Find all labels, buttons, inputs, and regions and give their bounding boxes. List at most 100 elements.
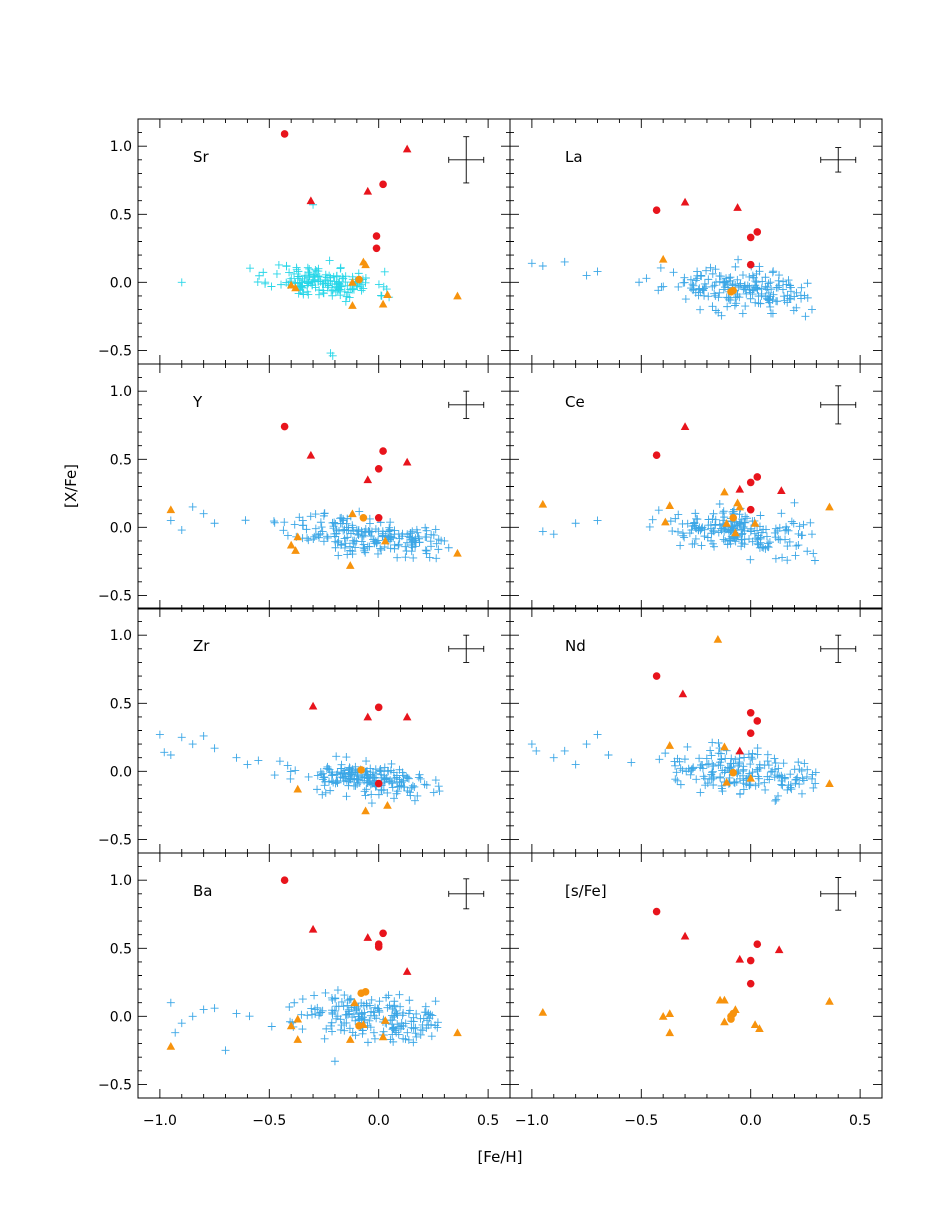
red-circle-marker <box>374 514 383 522</box>
field-star-marker <box>390 997 399 1006</box>
field-star-marker <box>369 535 378 544</box>
field-star-marker <box>691 534 700 543</box>
field-star-marker <box>435 787 444 796</box>
field-star-marker <box>336 764 345 773</box>
field-star-marker <box>388 1005 397 1013</box>
orange-triangle-marker <box>345 561 355 569</box>
field-star-marker <box>320 773 329 782</box>
red-circle-marker <box>746 233 755 242</box>
field-star-marker <box>680 533 689 542</box>
field-star-marker <box>734 283 743 292</box>
field-star-marker <box>765 775 774 784</box>
red-triangle-marker <box>363 186 373 195</box>
orange-triangle-marker <box>166 505 176 514</box>
field-star-marker <box>374 549 383 558</box>
field-star-marker <box>761 785 770 794</box>
red-circle-marker <box>652 451 661 459</box>
red-triangle-marker <box>680 931 690 940</box>
field-star-marker <box>378 531 387 540</box>
orange-triangle-marker <box>361 806 370 815</box>
field-star-marker <box>427 542 436 551</box>
orange-triangle-marker <box>345 1035 355 1043</box>
field-star-marker <box>171 1028 180 1037</box>
field-star-marker <box>310 991 319 1000</box>
error-bar <box>448 634 485 663</box>
orange-triangle-marker <box>755 1024 764 1033</box>
orange-circle-marker <box>729 286 737 295</box>
field-star-marker <box>314 267 323 276</box>
field-star-marker <box>773 283 782 292</box>
panel-sfe: [s/Fe] <box>509 852 883 1099</box>
red-circle-marker <box>753 717 762 725</box>
field-star-marker <box>320 781 329 790</box>
field-star-marker <box>429 531 438 540</box>
field-star-marker <box>779 277 788 286</box>
field-star-marker <box>696 288 705 297</box>
field-star-marker <box>714 293 723 302</box>
field-star-marker <box>732 777 741 786</box>
field-star-marker <box>678 766 687 775</box>
field-star-marker <box>433 1018 442 1027</box>
field-star-marker <box>780 296 789 305</box>
field-star-marker <box>361 548 370 557</box>
field-star-marker <box>336 514 345 523</box>
field-star-marker <box>269 517 278 526</box>
orange-triangle-marker <box>166 1041 176 1050</box>
y-tick-label: 0.5 <box>110 207 132 223</box>
field-star-marker <box>315 1008 324 1017</box>
y-tick-label: 0.0 <box>110 275 132 291</box>
field-star-marker <box>298 283 307 292</box>
field-star-marker <box>337 513 346 522</box>
error-bar <box>448 878 485 910</box>
orange-triangle-marker <box>720 742 729 751</box>
field-star-marker <box>386 544 395 553</box>
field-star-marker <box>410 796 419 805</box>
field-star-marker <box>337 760 346 769</box>
field-star-marker <box>696 788 705 797</box>
field-star-marker <box>261 279 270 288</box>
field-star-marker <box>305 272 314 281</box>
field-star-marker <box>798 531 807 540</box>
field-star-marker <box>754 772 763 781</box>
panel-label: [s/Fe] <box>565 882 607 900</box>
field-star-marker <box>232 753 241 762</box>
field-star-marker <box>774 535 783 544</box>
field-star-marker <box>707 775 716 784</box>
field-star-marker <box>703 533 712 542</box>
field-star-marker <box>166 998 175 1007</box>
panel-sr: Sr <box>137 118 511 365</box>
field-star-marker <box>674 282 683 291</box>
field-star-marker <box>778 773 787 782</box>
field-star-marker <box>777 776 786 785</box>
field-star-marker <box>761 273 770 282</box>
red-circle-marker <box>746 505 755 514</box>
field-star-marker <box>661 749 670 758</box>
panel-nd: Nd <box>509 607 883 854</box>
field-star-marker <box>328 1010 337 1019</box>
field-star-marker <box>771 524 780 533</box>
field-star-marker <box>421 523 430 532</box>
red-triangle-marker <box>402 144 412 153</box>
field-star-marker <box>349 285 358 294</box>
field-star-marker <box>340 991 349 1000</box>
field-star-marker <box>210 1004 219 1013</box>
x-tick-label: −0.5 <box>624 1113 658 1129</box>
field-star-marker <box>243 760 252 769</box>
panel-label: Ce <box>565 393 585 411</box>
field-star-marker <box>527 740 536 749</box>
field-star-marker <box>711 306 720 315</box>
field-star-marker <box>690 521 699 530</box>
field-star-marker <box>800 759 809 768</box>
field-star-marker <box>714 749 723 758</box>
field-star-marker <box>325 256 334 265</box>
orange-triangle-marker <box>665 1028 675 1037</box>
field-star-marker <box>654 506 663 515</box>
field-star-marker <box>717 755 726 764</box>
y-tick-label: 0.0 <box>110 1009 132 1025</box>
field-star-marker <box>775 772 784 781</box>
field-star-marker <box>321 270 330 279</box>
field-star-marker <box>335 279 344 288</box>
red-circle-marker <box>746 260 755 269</box>
field-star-marker <box>303 263 312 272</box>
field-star-marker <box>199 731 208 740</box>
